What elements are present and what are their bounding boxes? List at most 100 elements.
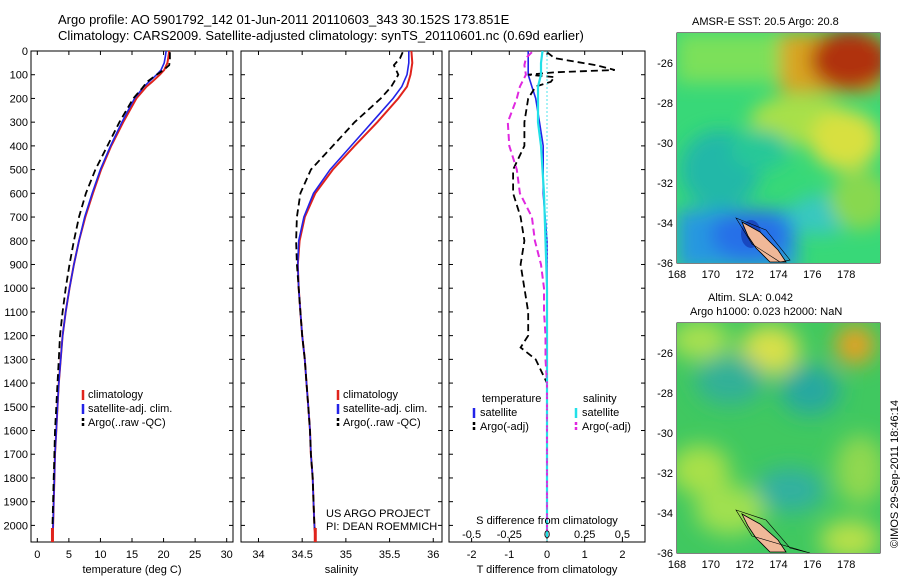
x-tick-label: 2 <box>619 549 625 561</box>
map-y-tick-label: -30 <box>657 428 673 440</box>
legend-label: climatology <box>88 389 144 401</box>
plot-frame-temperature-profile <box>30 50 234 543</box>
map-y-tick-label: -36 <box>657 258 673 270</box>
x-tick-label: 34 <box>252 549 264 561</box>
project-label-1: US ARGO PROJECT <box>326 508 431 520</box>
legend-label: Argo(..raw -QC) <box>88 417 166 429</box>
map-y-tick-label: -30 <box>657 138 673 150</box>
series-line-climatology <box>296 51 414 538</box>
secondary-tick-label: -0.5 <box>462 529 481 541</box>
y-tick-label: 1800 <box>4 473 28 485</box>
legend-label: Argo(-adj) <box>480 421 529 433</box>
map-y-tick-label: -32 <box>657 178 673 190</box>
y-tick-label: 1200 <box>4 331 28 343</box>
map-x-tick-label: 178 <box>837 559 855 571</box>
x-tick-label: -1 <box>504 549 514 561</box>
x-axis-label: T difference from climatology <box>477 564 618 576</box>
y-tick-label: 1900 <box>4 497 28 509</box>
legend-label: climatology <box>343 389 399 401</box>
x-tick-label: 35 <box>340 549 352 561</box>
sst-map-title: AMSR-E SST: 20.5 Argo: 20.8 <box>692 16 839 28</box>
x-axis-label: salinity <box>325 564 359 576</box>
legend-label: Argo(-adj) <box>582 421 631 433</box>
map-x-tick-label: 174 <box>769 269 787 281</box>
legend-header-salinity: salinity <box>583 393 617 405</box>
map-y-tick-label: -32 <box>657 468 673 480</box>
y-tick-label: 1700 <box>4 449 28 461</box>
map-x-tick-label: 168 <box>668 269 686 281</box>
secondary-axis-label: S difference from climatology <box>476 515 618 527</box>
project-label-2: PI: DEAN ROEMMICH <box>326 521 438 533</box>
map-x-tick-label: 176 <box>803 559 821 571</box>
x-tick-label: 0 <box>544 549 550 561</box>
sla-map-title-2: Argo h1000: 0.023 h2000: NaN <box>690 306 843 318</box>
map-x-tick-label: 176 <box>803 269 821 281</box>
y-tick-label: 500 <box>10 165 28 177</box>
sla-map-title-1: Altim. SLA: 0.042 <box>708 292 793 304</box>
map-y-tick-label: -34 <box>657 508 673 520</box>
y-tick-label: 1500 <box>4 402 28 414</box>
x-tick-label: 10 <box>94 549 106 561</box>
series-group-difference-profile <box>506 51 616 538</box>
y-tick-label: 600 <box>10 188 28 200</box>
y-tick-label: 1600 <box>4 426 28 438</box>
y-tick-label: 1000 <box>4 283 28 295</box>
series-line-argo-raw-qc- <box>295 51 404 535</box>
series-group-temperature-profile <box>51 51 171 538</box>
secondary-tick-label: 0.5 <box>615 529 630 541</box>
title-line-1: Argo profile: AO 5901792_142 01-Jun-2011… <box>58 12 510 27</box>
y-tick-label: 1400 <box>4 378 28 390</box>
legend-header-temperature: temperature <box>482 393 541 405</box>
sla-map-image <box>677 323 880 553</box>
y-tick-label: 1100 <box>4 307 28 319</box>
map-y-tick-label: -26 <box>657 58 673 70</box>
map-x-tick-label: 174 <box>769 559 787 571</box>
x-tick-label: -2 <box>467 549 477 561</box>
map-y-tick-label: -36 <box>657 548 673 560</box>
map-x-tick-label: 170 <box>702 559 720 571</box>
x-tick-label: 0 <box>34 549 40 561</box>
map-x-tick-label: 170 <box>702 269 720 281</box>
map-y-tick-label: -34 <box>657 218 673 230</box>
y-tick-label: 300 <box>10 117 28 129</box>
x-tick-label: 15 <box>126 549 138 561</box>
series-line-s-argo-adj- <box>506 51 548 535</box>
x-tick-label: 5 <box>66 549 72 561</box>
y-tick-label: 800 <box>10 236 28 248</box>
credit-label: ©IMOS 29-Sep-2011 18:46:14 <box>889 400 900 548</box>
y-tick-label: 700 <box>10 212 28 224</box>
plot-frame-salinity-profile <box>240 50 443 543</box>
x-tick-label: 35.5 <box>379 549 400 561</box>
map-y-tick-label: -28 <box>657 388 673 400</box>
y-tick-label: 100 <box>10 70 28 82</box>
series-group-salinity-profile <box>295 51 414 538</box>
series-line-argo-raw-qc- <box>51 52 171 535</box>
x-tick-label: 1 <box>582 549 588 561</box>
map-x-tick-label: 168 <box>668 559 686 571</box>
x-tick-label: 36 <box>427 549 439 561</box>
y-tick-label: 200 <box>10 93 28 105</box>
map-x-tick-label: 172 <box>735 559 753 571</box>
series-line-climatology <box>51 51 171 538</box>
y-tick-label: 400 <box>10 141 28 153</box>
x-tick-label: 30 <box>221 549 233 561</box>
y-tick-label: 0 <box>22 46 28 58</box>
x-tick-label: 20 <box>157 549 169 561</box>
legend-label: satellite <box>582 407 619 419</box>
sst-map-image <box>677 33 880 263</box>
secondary-tick-label: 0.25 <box>574 529 595 541</box>
map-y-tick-label: -26 <box>657 348 673 360</box>
map-y-tick-label: -28 <box>657 98 673 110</box>
legend-label: Argo(..raw -QC) <box>343 417 421 429</box>
secondary-tick-label: -0.25 <box>497 529 522 541</box>
x-tick-label: 34.5 <box>291 549 312 561</box>
legend-label: satellite <box>480 407 517 419</box>
map-x-tick-label: 178 <box>837 269 855 281</box>
secondary-tick-label: 0 <box>544 529 550 541</box>
x-axis-label: temperature (deg C) <box>82 564 181 576</box>
x-tick-label: 25 <box>189 549 201 561</box>
legend-label: satellite-adj. clim. <box>343 403 427 415</box>
title-line-2: Climatology: CARS2009. Satellite-adjuste… <box>58 28 584 43</box>
y-tick-label: 1300 <box>4 354 28 366</box>
